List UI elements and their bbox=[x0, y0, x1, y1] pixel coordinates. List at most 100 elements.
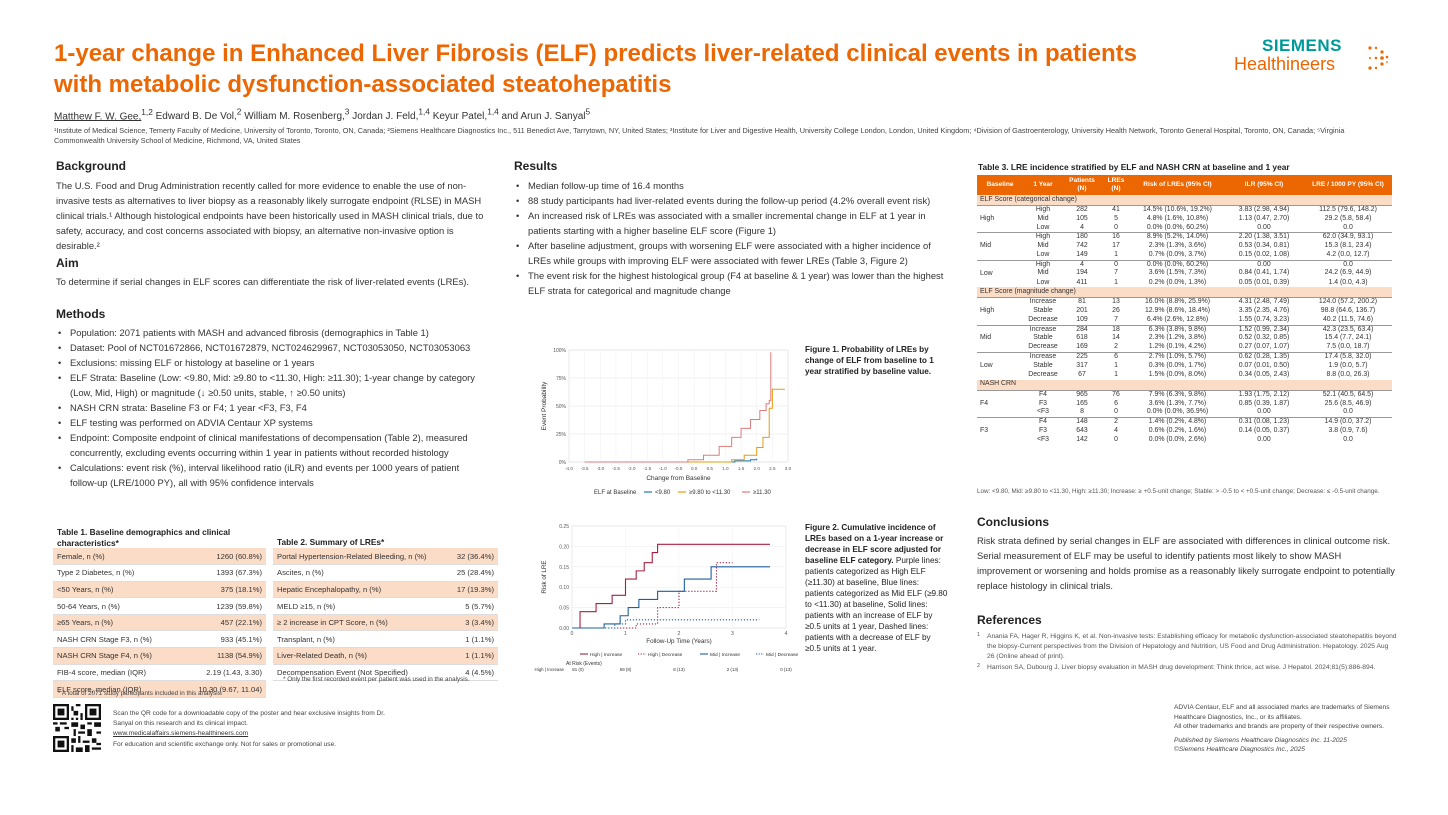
author-sup: 3 bbox=[344, 107, 350, 117]
table1-value: 1138 (54.9%) bbox=[178, 647, 266, 665]
table3-cell: 0.00 bbox=[1224, 259, 1304, 270]
table3-cell: 0.31 (0.08, 1.23) bbox=[1224, 416, 1304, 427]
table3-cell: F3 bbox=[1038, 399, 1048, 407]
trademark-line1: ADVIA Centaur, ELF and all associated ma… bbox=[1174, 704, 1390, 721]
table3-row: Mid 194 7 3.6% (1.5%, 7.3%) 0.84 (0.41, 1.74… bbox=[977, 269, 1392, 278]
author-sup: 1,4 bbox=[487, 107, 499, 117]
qr-link[interactable]: www.medicalaffairs.siemens-healthineers.… bbox=[113, 730, 249, 737]
copyright-line: ©Siemens Healthcare Diagnostics Inc., 20… bbox=[1174, 746, 1305, 753]
table1-row: FIB-4 score, median (IQR) 2.19 (1.43, 3.3… bbox=[53, 664, 266, 682]
table3-cell: Low bbox=[1036, 250, 1050, 258]
table3-cell: 2 bbox=[1114, 343, 1118, 351]
table3-header-cell: LREs (N) bbox=[1101, 175, 1131, 195]
table3-cell: 5 bbox=[1114, 214, 1118, 222]
figure2-at-risk-value: 81 (0) bbox=[572, 667, 584, 672]
table3-row: Stable 317 1 0.3% (0.0%, 1.7%) 0.07 (0.01, 0… bbox=[977, 362, 1392, 371]
table3-row: Mid 742 17 2.3% (1.3%, 3.6%) 0.53 (0.34, 0.8… bbox=[977, 242, 1392, 251]
author-sup: 2 bbox=[236, 107, 242, 117]
author-sup: 1,4 bbox=[418, 107, 430, 117]
reference-number: 1 bbox=[977, 632, 981, 638]
table3-cell: Increase bbox=[1023, 324, 1063, 335]
table3-cell: 1.4 (0.0, 4.3) bbox=[1328, 278, 1368, 286]
table3-cell: 4.8% (1.6%, 10.8%) bbox=[1146, 214, 1209, 222]
references-list: 1 Anania FA, Hager R, Higgins K, et al. N… bbox=[977, 632, 1397, 674]
figure1-y-tick: 0% bbox=[559, 460, 567, 466]
table3-cell: F4 bbox=[1023, 389, 1063, 400]
reference-text: Anania FA, Hager R, Higgins K, et al. No… bbox=[987, 633, 1397, 660]
table1-row: NASH CRN Stage F4, n (%) 1138 (54.9%) bbox=[53, 647, 266, 665]
table3-baseline-cell: Mid bbox=[977, 324, 1023, 353]
reference-item: 2 Harrison SA, Dubourg J. Liver biopsy ev… bbox=[977, 663, 1397, 673]
table3-cell: 165 bbox=[1076, 399, 1088, 407]
table3-cell: 148 bbox=[1063, 416, 1101, 427]
table3-section-row: NASH CRN bbox=[977, 379, 1392, 391]
table3-cell: 81 bbox=[1063, 297, 1101, 307]
figure2-series-line bbox=[572, 619, 760, 629]
table3-cell: 0 bbox=[1114, 408, 1118, 416]
table2-value: 17 (19.3%) bbox=[447, 581, 498, 599]
table3-cell: 169 bbox=[1076, 343, 1088, 351]
table3-cell: 0.0% (0.0%, 60.2%) bbox=[1131, 259, 1224, 270]
figure2-at-risk-title: At Risk (Events) bbox=[566, 661, 602, 667]
table3-cell: 225 bbox=[1063, 351, 1101, 362]
table3-cell: 0.62 (0.28, 1.35) bbox=[1224, 351, 1304, 362]
table1-label: ELF score, median (IQR) bbox=[53, 680, 179, 698]
table3-cell: <F3 bbox=[1036, 408, 1050, 416]
table3-row: High High 282 41 14.5% (10.6%, 19.2%) 3.83 (2… bbox=[977, 204, 1392, 233]
table1-value: 1260 (60.8%) bbox=[178, 548, 266, 566]
table3-cell: 317 bbox=[1076, 361, 1088, 369]
figure1-legend-label: <9.80 bbox=[655, 490, 671, 496]
table3-cell: 3.83 (2.98, 4.94) bbox=[1224, 204, 1304, 215]
table3-cell: 4.2 (0.0, 12.7) bbox=[1326, 250, 1370, 258]
author-name: William M. Rosenberg, bbox=[241, 111, 345, 123]
figure2-y-tick: 0.15 bbox=[559, 565, 569, 571]
figure1-chart: 0% 25% 50% 75% 100% -4.0 -3.5 -3.0 -2.5 -2.0 -1.5 -… bbox=[541, 348, 792, 496]
figure2-y-label: Risk of LRE bbox=[541, 560, 548, 593]
table3-cell: 3.6% (1.5%, 7.3%) bbox=[1148, 269, 1207, 277]
table1-row: ELF score, median (IQR) 10.30 (9.67, 11.0… bbox=[53, 680, 266, 698]
table3-cell: 4 bbox=[1080, 223, 1084, 231]
table3-cell: 4.31 (2.48, 7.49) bbox=[1224, 297, 1304, 307]
table3-row: F3 F4 148 2 1.4% (0.2%, 4.8%) 0.31 (0.08, 1.2… bbox=[977, 416, 1392, 445]
table3-row: Mid Increase 284 18 6.3% (3.8%, 9.8%) 1.52 (0… bbox=[977, 324, 1392, 353]
table3-cell: 1.13 (0.47, 2.70) bbox=[1238, 214, 1290, 222]
table3-baseline-cell: High bbox=[977, 204, 1023, 233]
table3-baseline-cell: Low bbox=[977, 351, 1023, 380]
table3-cell: 201 bbox=[1076, 307, 1088, 315]
table3-cell: 0.27 (0.07, 1.07) bbox=[1238, 343, 1290, 351]
table3-section-title: ELF Score (magnitude change) bbox=[977, 287, 1392, 298]
table3-cell: 4 bbox=[1063, 259, 1101, 270]
table2-value: 1 (1.1%) bbox=[447, 647, 498, 665]
table3-cell: Mid bbox=[1037, 242, 1049, 250]
table3-cell: 67 bbox=[1078, 370, 1086, 378]
table3-cell: 2.20 (1.38, 3.51) bbox=[1224, 232, 1304, 242]
table3-cell: 6.3% (3.8%, 9.8%) bbox=[1131, 324, 1224, 335]
table3-cell: 1.55 (0.74, 3.23) bbox=[1238, 316, 1290, 324]
results-list: Median follow-up time of 16.4 months88 s… bbox=[514, 178, 948, 298]
qr-code-icon[interactable] bbox=[53, 704, 101, 752]
figure2-at-risk-value: 59 (8) bbox=[620, 667, 632, 672]
table3-cell: 41 bbox=[1101, 204, 1131, 215]
table3-baseline-cell: Mid bbox=[977, 232, 1023, 261]
author-name: Edward B. De Vol, bbox=[152, 111, 237, 123]
methods-item: Population: 2071 patients with MASH and … bbox=[56, 325, 488, 340]
results-item: The event risk for the highest histologi… bbox=[514, 268, 948, 298]
table3-cell: 1 bbox=[1114, 361, 1118, 369]
figure1-caption: Figure 1. Probability of LREs by change … bbox=[805, 345, 934, 376]
background-text: The U.S. Food and Drug Administration re… bbox=[56, 180, 484, 251]
table3-cell: 2 bbox=[1101, 416, 1131, 427]
figure2-x-tick: 3 bbox=[731, 631, 734, 637]
author-name: and Arun J. Sanyal bbox=[498, 111, 586, 123]
table1-row: ≥65 Years, n (%) 457 (22.1%) bbox=[53, 614, 266, 632]
table3-cell: 2.3% (1.2%, 3.8%) bbox=[1148, 334, 1207, 342]
table1-label: Female, n (%) bbox=[53, 548, 179, 566]
table3-cell: 25.6 (8.5, 46.9) bbox=[1324, 399, 1372, 407]
figure1-y-tick: 100% bbox=[553, 348, 566, 354]
figure2-series-line bbox=[572, 543, 770, 629]
table3-baseline-cell: F4 bbox=[977, 389, 1023, 418]
table3-cell: 15.4 (7.7, 24.1) bbox=[1324, 334, 1372, 342]
table3-cell: Mid bbox=[1037, 269, 1049, 277]
table3-row: Mid 105 5 4.8% (1.6%, 10.8%) 1.13 (0.47, 2.7… bbox=[977, 215, 1392, 224]
table3-cell: 180 bbox=[1063, 232, 1101, 242]
table3-cell: Mid bbox=[1037, 214, 1049, 222]
